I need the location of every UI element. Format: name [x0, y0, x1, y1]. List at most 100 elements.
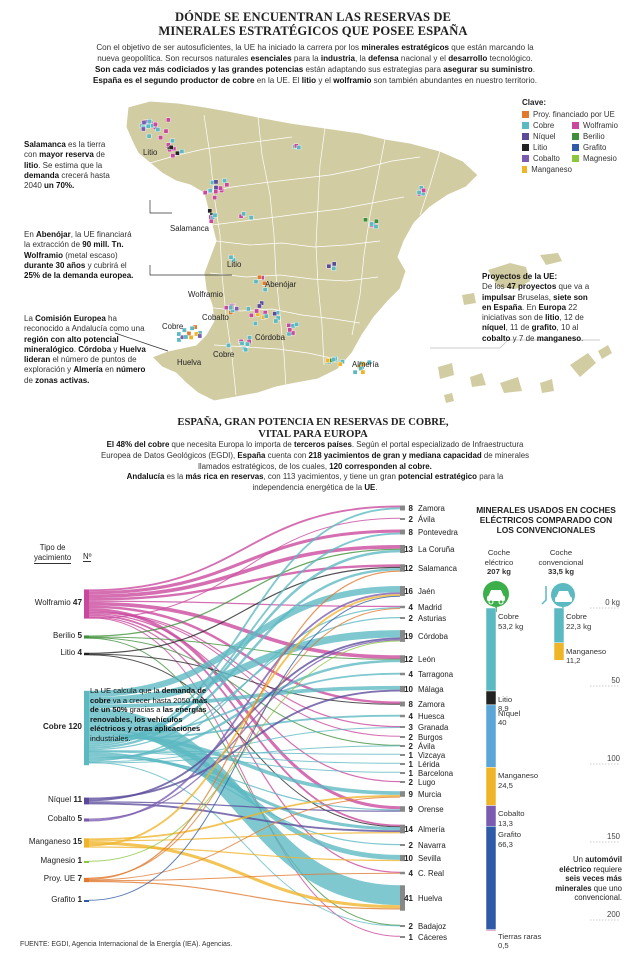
deposit-marker	[165, 142, 171, 148]
sankey-destination-node	[400, 630, 405, 642]
sankey-flow	[88, 608, 401, 879]
key-grid: Proy. financiado por UE Cobre Wolframio Níq…	[522, 109, 626, 175]
deposit-marker	[208, 218, 214, 224]
ev-segment-label: Cobalto 13,3	[498, 809, 525, 828]
map-label-litio-north: Litio	[143, 148, 158, 157]
sankey-flow	[88, 685, 401, 709]
sankey-destination-label: 9 Murcia	[403, 789, 442, 799]
key-label: Cobalto	[533, 154, 560, 163]
destination-count: 19	[404, 631, 413, 641]
sankey-destination-node	[400, 736, 405, 738]
destination-count: 16	[404, 586, 413, 596]
sankey-destination-node	[400, 844, 405, 846]
deposit-marker	[207, 188, 213, 193]
sankey-flow	[88, 586, 401, 697]
deposit-marker	[239, 340, 245, 346]
deposit-marker	[243, 347, 249, 353]
sankey-source-node	[84, 690, 89, 766]
segment-value: 66,3	[498, 839, 513, 849]
deposit-marker	[147, 119, 153, 124]
destination-name: Zamora	[418, 503, 445, 513]
ev-bar-segment	[553, 607, 565, 644]
sankey-source-label: Proy. UE 7	[0, 874, 82, 883]
map-label-salamanca: Salamanca	[170, 224, 210, 233]
sankey-flow	[88, 761, 401, 927]
deposit-marker	[287, 327, 293, 333]
source-count: 15	[72, 837, 82, 846]
mallorca-island	[488, 263, 530, 289]
sankey-destination-label: 2 Lugo	[403, 777, 436, 787]
destination-count: 2	[408, 777, 413, 787]
deposit-marker	[337, 361, 343, 367]
source-name: Cobalto	[47, 814, 78, 823]
deposit-marker	[212, 212, 218, 218]
segment-value: 11,2	[566, 656, 581, 666]
sankey-source-header: Tipo de yacimiento	[34, 543, 72, 564]
sankey-flow	[88, 880, 401, 910]
sankey-source-label: Cobalto 5	[0, 814, 82, 823]
source-name: Cobre	[42, 722, 69, 731]
deposit-marker	[222, 178, 227, 183]
deposit-marker	[245, 306, 251, 312]
map-label-almeria: Almería	[352, 360, 379, 369]
ev-bar-segment	[485, 929, 497, 931]
section2-title: ESPAÑA, GRAN POTENCIA EN RESERVAS DE COB…	[177, 417, 449, 440]
sankey-source-node	[84, 900, 89, 902]
destination-name: Cáceres	[418, 932, 448, 942]
source-count: 5	[77, 814, 82, 823]
sankey-flow	[88, 846, 401, 862]
key-item-1: Cobre	[522, 120, 572, 131]
segment-name: Manganeso	[498, 771, 539, 781]
segment-value: 0,5	[498, 941, 509, 951]
sankey-destination-node	[400, 925, 405, 927]
key-swatch	[522, 133, 529, 140]
key-label: Cobre	[533, 121, 555, 130]
segment-value: 53,2 kg	[498, 621, 524, 631]
sankey-destination-node	[400, 806, 405, 812]
key-title: Clave:	[522, 98, 547, 107]
sankey-flow	[88, 745, 401, 764]
destination-name: Zamora	[418, 699, 445, 709]
destination-name: Granada	[418, 722, 449, 732]
deposit-marker	[188, 335, 194, 340]
sankey-destination-node	[400, 672, 405, 676]
sankey-flow	[88, 794, 401, 841]
section2-intro: El 48% del cobre que necesita Europa lo …	[100, 440, 530, 493]
deposit-marker	[163, 128, 169, 134]
sankey-destination-node	[400, 564, 405, 572]
ev-annotation: Un automóvil eléctrico requiere seis vec…	[555, 855, 622, 903]
sankey-flow	[88, 517, 401, 619]
sankey-destination-node	[400, 791, 405, 797]
deposit-marker	[367, 359, 372, 365]
destination-count: 10	[404, 684, 413, 694]
sankey-source-label: Níquel 11	[0, 795, 82, 804]
destination-name: Badajoz	[418, 921, 447, 931]
sankey-source-node	[84, 877, 89, 883]
deposit-marker	[224, 182, 230, 188]
destination-name: Burgos	[418, 732, 443, 742]
sankey-flow	[88, 566, 401, 654]
key-label: Proy. financiado por UE	[533, 110, 615, 119]
deposit-marker	[257, 274, 262, 280]
deposit-marker	[175, 150, 180, 156]
sankey-destination-label: 4 Madrid	[403, 602, 442, 612]
sankey-flow	[88, 607, 401, 762]
sankey-flow	[88, 505, 401, 592]
source-count: 5	[77, 631, 82, 640]
deposit-marker	[325, 358, 331, 363]
sankey-destination-label: 1 Cáceres	[403, 932, 448, 942]
source-count: 47	[72, 598, 82, 607]
destination-count: 9	[408, 789, 413, 799]
segment-value: 24,5	[498, 780, 513, 790]
destination-count: 1	[408, 759, 413, 769]
sankey-destination-node	[400, 505, 405, 511]
sankey-destination-node	[400, 586, 405, 596]
destination-count: 13	[404, 544, 413, 554]
deposit-marker	[294, 321, 299, 327]
sankey-destination-label: 2 Badajoz	[403, 921, 447, 931]
sankey-flow	[88, 594, 401, 847]
deposit-marker	[141, 120, 147, 125]
destination-count: 9	[408, 804, 413, 814]
deposit-marker	[197, 333, 203, 339]
source-name: Wolframio	[34, 598, 73, 607]
